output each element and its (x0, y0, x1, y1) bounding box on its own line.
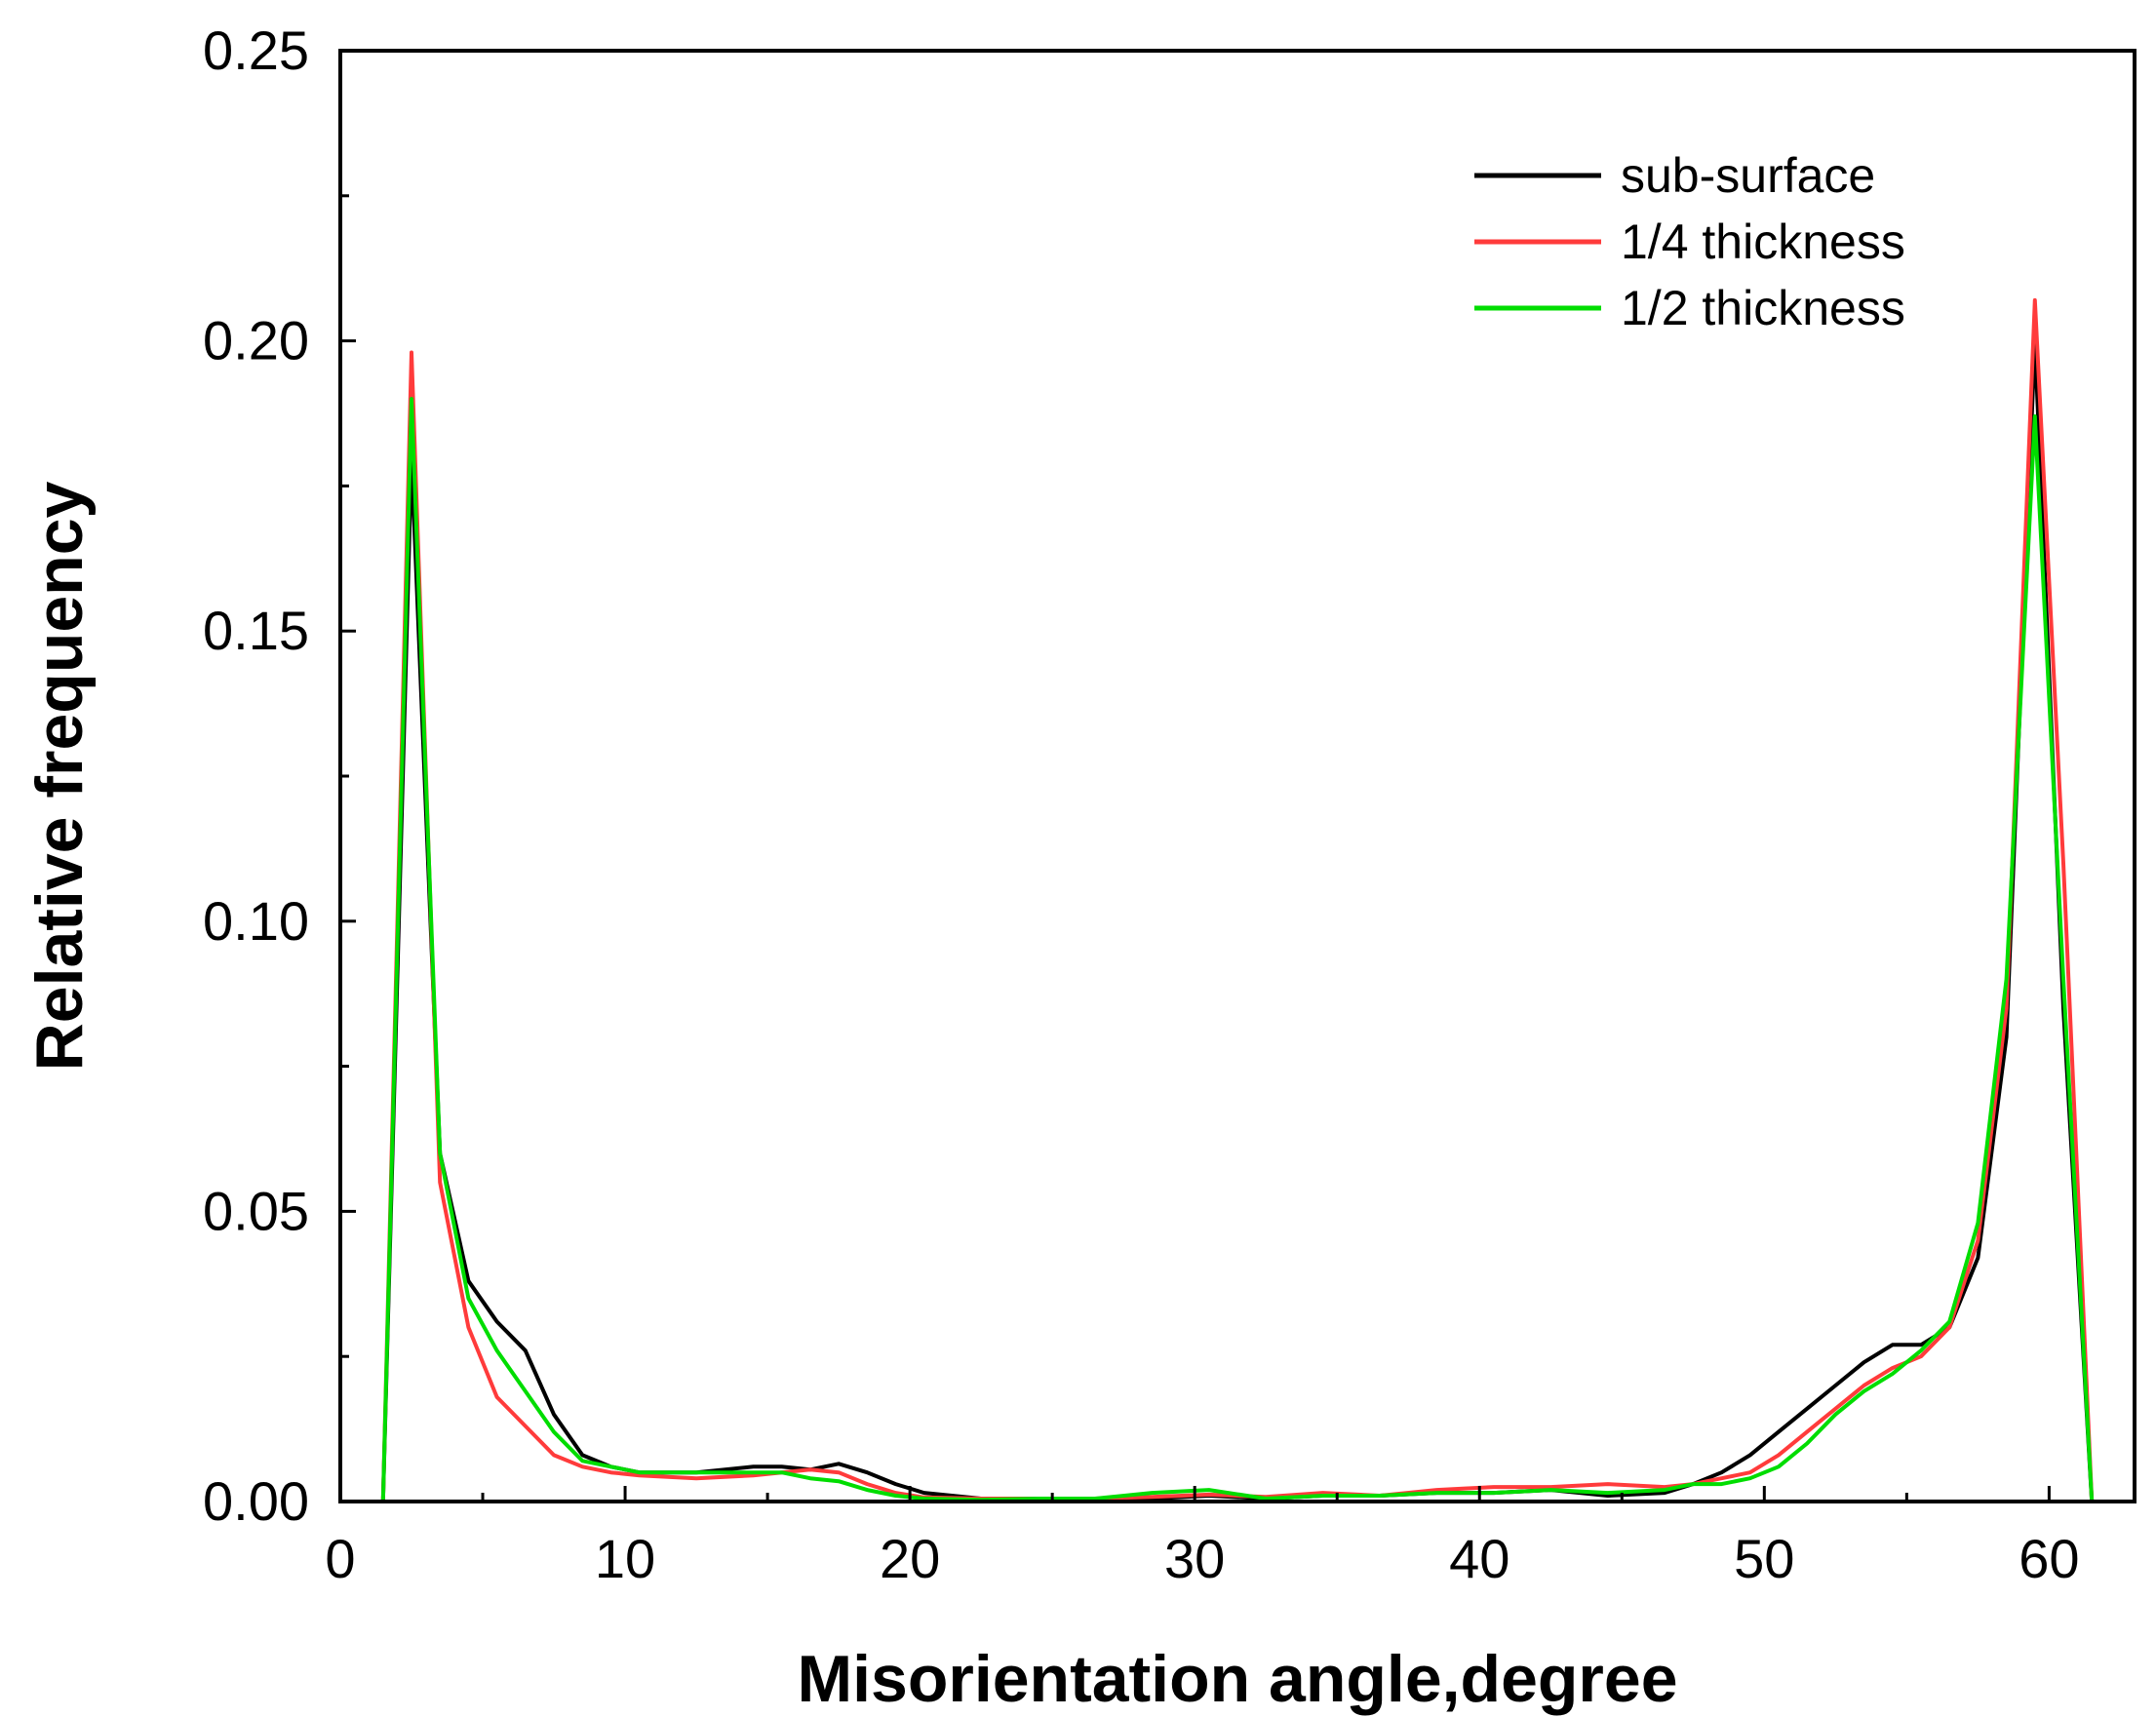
series-line-1-2-thickness (380, 397, 2123, 1503)
series-line-sub-surface (380, 338, 2123, 1503)
x-tick-label: 40 (1449, 1528, 1509, 1589)
x-tick-label: 20 (880, 1528, 940, 1589)
x-axis-ticks: 0 10 20 30 40 50 60 (325, 1486, 2080, 1589)
x-tick-label: 60 (2019, 1528, 2079, 1589)
y-tick-label: 0.15 (203, 600, 309, 661)
y-tick-label: 0.05 (203, 1180, 309, 1241)
legend-label: 1/2 thickness (1621, 281, 1905, 335)
series-line-1-4-thickness (380, 297, 2123, 1503)
y-axis-ticks: 0.00 0.05 0.10 0.15 0.20 0.25 (203, 20, 356, 1532)
y-axis-title: Relative frequency (22, 481, 97, 1071)
series-layer (380, 297, 2123, 1503)
legend-label: 1/4 thickness (1621, 215, 1905, 269)
legend-label: sub-surface (1621, 148, 1875, 203)
x-tick-label: 50 (1734, 1528, 1794, 1589)
x-axis-title: Misorientation angle,degree (797, 1642, 1677, 1716)
x-tick-label: 10 (595, 1528, 655, 1589)
legend: sub-surface 1/4 thickness 1/2 thickness (1474, 148, 1905, 335)
x-tick-label: 30 (1164, 1528, 1225, 1589)
x-tick-label: 0 (325, 1528, 355, 1589)
y-tick-label: 0.25 (203, 20, 309, 81)
y-tick-label: 0.20 (203, 310, 309, 371)
y-tick-label: 0.00 (203, 1470, 309, 1532)
y-tick-label: 0.10 (203, 890, 309, 952)
